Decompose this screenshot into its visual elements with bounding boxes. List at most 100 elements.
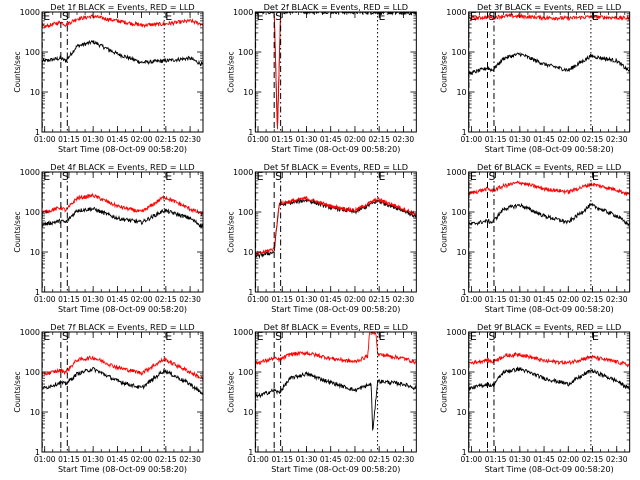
x-tick-label: 01:00 — [461, 295, 483, 304]
time-marker-label: S — [275, 330, 282, 343]
time-marker-label: S — [275, 170, 282, 183]
x-tick-label: 01:00 — [34, 455, 56, 464]
plot-frame — [41, 331, 204, 453]
events-series-line — [468, 51, 630, 76]
y-tick-label: 100 — [451, 368, 466, 377]
x-tick-label: 01:45 — [107, 135, 129, 144]
x-tick-label: 01:45 — [107, 295, 129, 304]
events-series-line — [42, 366, 203, 396]
x-tick-label: 02:00 — [344, 295, 366, 304]
y-tick-label: 100 — [451, 208, 466, 217]
y-tick-label: 1000 — [20, 328, 40, 337]
time-marker-label: S — [62, 170, 69, 183]
x-tick-label: 02:15 — [155, 455, 177, 464]
y-axis-label: Counts/sec — [226, 371, 235, 412]
time-marker-label: E — [592, 10, 599, 23]
x-tick-label: 01:30 — [509, 295, 531, 304]
x-tick-label: 02:30 — [393, 295, 415, 304]
time-marker-label: E — [43, 10, 50, 23]
x-tick-label: 01:15 — [271, 455, 293, 464]
x-tick-label: 01:45 — [320, 135, 342, 144]
x-tick-label: 02:00 — [557, 455, 579, 464]
y-axis-label: Counts/sec — [226, 211, 235, 252]
time-marker-label: E — [379, 170, 386, 183]
x-tick-label: 02:30 — [606, 295, 628, 304]
x-axis-label: Start Time (08-Oct-09 00:58:20) — [271, 465, 400, 474]
x-tick-label: 02:15 — [368, 135, 390, 144]
y-axis-label: Counts/sec — [440, 371, 449, 412]
x-tick-label: 02:30 — [179, 135, 201, 144]
y-tick-label: 100 — [451, 48, 466, 57]
x-tick-label: 01:45 — [533, 135, 555, 144]
x-tick-label: 02:30 — [393, 455, 415, 464]
x-tick-label: 02:30 — [393, 135, 415, 144]
y-tick-label: 1000 — [446, 328, 466, 337]
events-series-line — [468, 202, 630, 227]
x-tick-label: 01:15 — [58, 295, 80, 304]
x-tick-label: 02:30 — [179, 455, 201, 464]
x-tick-label: 01:15 — [485, 455, 507, 464]
x-axis-label: Start Time (08-Oct-09 00:58:20) — [271, 145, 400, 154]
x-tick-label: 01:30 — [82, 135, 104, 144]
x-tick-label: 02:30 — [606, 135, 628, 144]
x-tick-label: 01:15 — [485, 295, 507, 304]
time-marker-label: E — [165, 330, 172, 343]
x-tick-label: 01:00 — [247, 455, 269, 464]
events-series-line — [255, 370, 417, 432]
plot-frame — [41, 171, 204, 293]
time-marker-label: E — [43, 330, 50, 343]
lld-series-line — [468, 180, 630, 197]
x-axis-label: Start Time (08-Oct-09 00:58:20) — [485, 465, 614, 474]
x-tick-label: 01:00 — [34, 295, 56, 304]
x-tick-label: 01:45 — [320, 295, 342, 304]
plot-frame — [254, 171, 417, 293]
x-tick-label: 01:15 — [271, 135, 293, 144]
y-tick-label: 10 — [243, 408, 253, 417]
x-tick-label: 02:15 — [582, 455, 604, 464]
x-tick-label: 01:30 — [509, 135, 531, 144]
time-marker-label: E — [470, 330, 477, 343]
y-tick-label: 100 — [25, 208, 40, 217]
x-tick-label: 01:00 — [247, 135, 269, 144]
y-tick-label: 100 — [238, 208, 253, 217]
x-tick-label: 01:45 — [533, 295, 555, 304]
time-marker-label: S — [62, 10, 69, 23]
events-series-line — [468, 366, 630, 392]
events-series-line — [42, 206, 203, 228]
time-marker-label: E — [592, 170, 599, 183]
y-tick-label: 1 — [462, 448, 467, 457]
y-tick-label: 1 — [462, 128, 467, 137]
events-series-line — [255, 12, 417, 129]
time-marker-label: S — [489, 10, 496, 23]
x-axis-label: Start Time (08-Oct-09 00:58:20) — [271, 305, 400, 314]
time-marker-label: E — [470, 170, 477, 183]
y-axis-label: Counts/sec — [13, 371, 22, 412]
x-axis-label: Start Time (08-Oct-09 00:58:20) — [58, 465, 187, 474]
y-tick-label: 1000 — [233, 168, 253, 177]
x-axis-label: Start Time (08-Oct-09 00:58:20) — [485, 305, 614, 314]
x-tick-label: 01:45 — [107, 455, 129, 464]
x-axis-label: Start Time (08-Oct-09 00:58:20) — [58, 305, 187, 314]
panel-title: Det 2f BLACK = Events, RED = LLD — [264, 2, 408, 12]
y-tick-label: 1 — [462, 288, 467, 297]
y-tick-label: 100 — [238, 48, 253, 57]
x-axis-label: Start Time (08-Oct-09 00:58:20) — [485, 145, 614, 154]
y-axis-label: Counts/sec — [226, 51, 235, 92]
y-tick-label: 100 — [238, 368, 253, 377]
time-marker-label: E — [165, 10, 172, 23]
y-tick-label: 10 — [456, 248, 466, 257]
x-tick-label: 02:30 — [606, 455, 628, 464]
y-tick-label: 10 — [456, 88, 466, 97]
x-tick-label: 01:30 — [296, 455, 318, 464]
x-tick-label: 02:15 — [155, 135, 177, 144]
x-axis-label: Start Time (08-Oct-09 00:58:20) — [58, 145, 187, 154]
time-marker-label: S — [62, 330, 69, 343]
time-marker-label: S — [275, 10, 282, 23]
